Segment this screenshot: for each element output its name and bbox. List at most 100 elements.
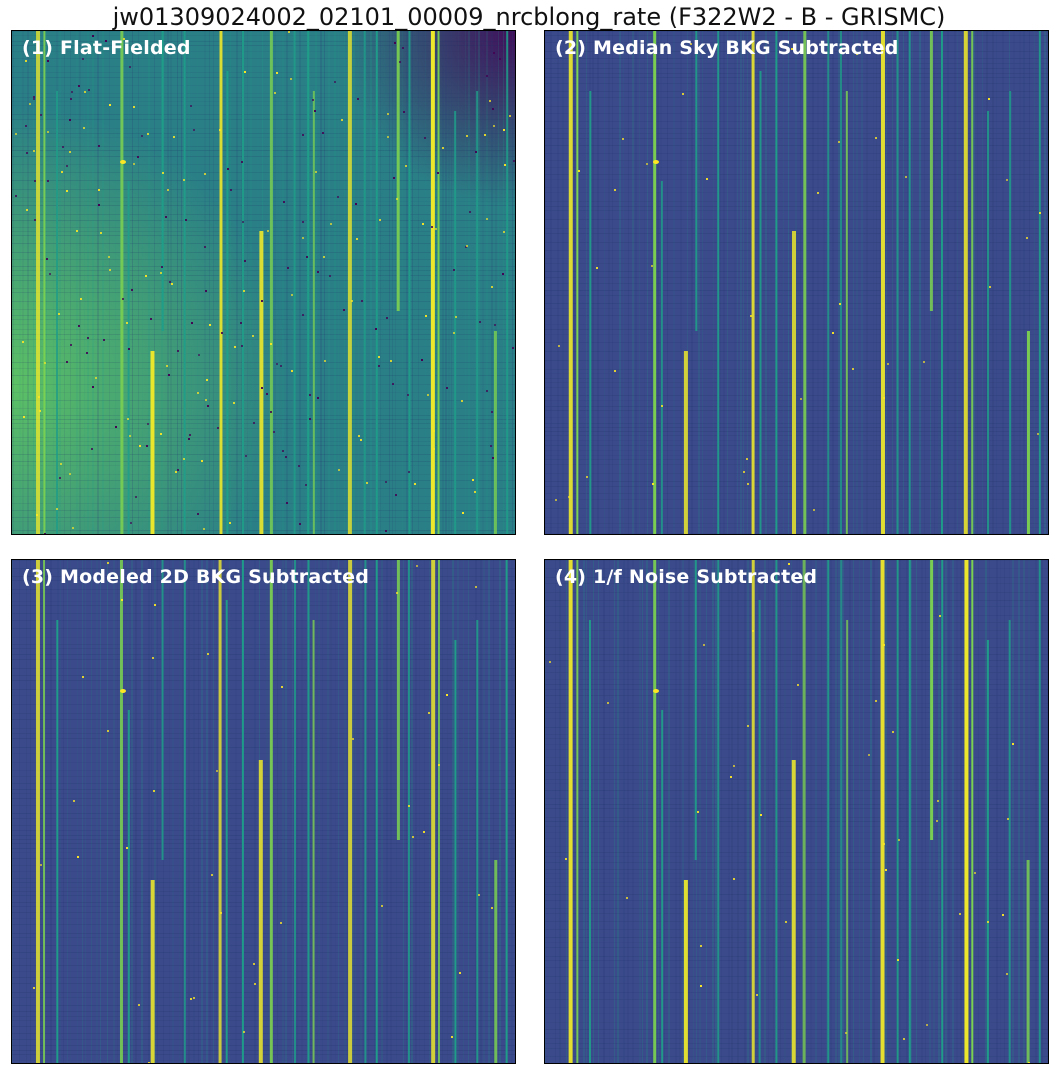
column-texture xyxy=(451,31,452,534)
dead-pixel xyxy=(322,132,324,134)
column-texture xyxy=(235,560,237,1063)
column-texture xyxy=(499,560,501,1063)
dead-pixel xyxy=(115,426,117,428)
column-texture xyxy=(482,31,484,534)
hot-pixel xyxy=(845,1032,847,1034)
column-texture xyxy=(647,31,648,534)
row-banding xyxy=(545,382,1048,383)
column-texture xyxy=(318,560,320,1063)
column-texture xyxy=(924,31,925,534)
dead-pixel xyxy=(191,322,193,324)
dead-pixel xyxy=(70,344,72,346)
row-banding xyxy=(545,360,1048,361)
dead-pixel xyxy=(299,523,301,525)
dead-pixel xyxy=(34,219,36,221)
column-texture xyxy=(612,31,613,534)
row-banding xyxy=(545,992,1048,993)
row-banding xyxy=(545,417,1048,418)
dead-pixel xyxy=(205,290,207,292)
spectral-streak xyxy=(269,31,273,534)
column-texture xyxy=(22,31,24,534)
dead-pixel xyxy=(502,273,504,275)
bright-source xyxy=(120,689,126,693)
column-texture xyxy=(1012,560,1014,1063)
hot-pixel xyxy=(422,223,424,225)
spectral-streak xyxy=(241,31,244,534)
column-texture xyxy=(921,560,923,1063)
column-texture xyxy=(929,560,931,1063)
column-texture xyxy=(59,31,61,534)
row-banding xyxy=(12,521,515,522)
hot-pixel xyxy=(412,836,414,838)
column-texture xyxy=(810,560,812,1063)
column-texture xyxy=(285,560,287,1063)
row-banding xyxy=(12,93,515,94)
column-texture xyxy=(430,31,431,534)
hot-pixel xyxy=(358,435,360,437)
column-texture xyxy=(437,31,438,534)
column-texture xyxy=(457,560,459,1063)
row-banding xyxy=(12,825,515,826)
column-texture xyxy=(491,31,493,534)
detector-image xyxy=(545,560,1048,1063)
column-texture xyxy=(26,560,27,1063)
spectral-streak xyxy=(695,31,698,331)
bright-source xyxy=(653,689,659,693)
dead-pixel xyxy=(104,534,106,535)
hot-pixel xyxy=(489,100,491,102)
row-banding xyxy=(545,219,1048,220)
row-banding xyxy=(12,259,515,260)
column-texture xyxy=(764,560,766,1063)
column-texture xyxy=(853,31,854,534)
hot-pixel xyxy=(108,256,110,258)
spectral-streak xyxy=(987,111,990,534)
hot-pixel xyxy=(607,702,609,704)
column-texture xyxy=(693,560,694,1063)
row-banding xyxy=(12,480,515,481)
hot-pixel xyxy=(123,38,125,40)
dead-pixel xyxy=(392,383,394,385)
dead-pixel xyxy=(375,328,377,330)
spectral-streak xyxy=(845,91,848,534)
spectral-streak xyxy=(408,31,411,534)
row-banding xyxy=(545,410,1048,411)
column-texture xyxy=(64,31,65,534)
hot-pixel xyxy=(690,43,692,45)
row-banding xyxy=(12,983,515,984)
column-texture xyxy=(796,560,798,1063)
column-texture xyxy=(545,560,546,1063)
row-banding xyxy=(545,459,1048,460)
column-texture xyxy=(241,31,242,534)
dead-pixel xyxy=(103,339,105,341)
row-banding xyxy=(545,894,1048,895)
dead-pixel xyxy=(386,317,388,319)
row-banding xyxy=(12,105,515,106)
figure-title: jw01309024002_02101_00009_nrcblong_rate … xyxy=(112,3,946,31)
hot-pixel xyxy=(171,283,173,285)
spectral-streak xyxy=(908,31,911,534)
row-banding xyxy=(12,172,515,173)
row-banding xyxy=(12,680,515,681)
spectral-streak xyxy=(119,560,123,1063)
row-banding xyxy=(545,295,1048,296)
column-texture xyxy=(222,31,223,534)
column-texture xyxy=(586,31,587,534)
row-banding xyxy=(545,707,1048,708)
column-texture xyxy=(791,560,792,1063)
row-banding xyxy=(12,164,515,165)
spectral-streak xyxy=(150,880,155,1063)
dead-pixel xyxy=(46,258,48,260)
spectral-streak xyxy=(717,31,720,534)
column-texture xyxy=(396,560,397,1063)
row-banding xyxy=(545,455,1048,456)
column-texture xyxy=(688,560,690,1063)
dead-pixel xyxy=(512,347,514,349)
hot-pixel xyxy=(1037,433,1039,435)
hot-pixel xyxy=(868,754,870,756)
spectral-streak xyxy=(219,31,223,534)
column-texture xyxy=(12,31,14,534)
row-banding xyxy=(12,58,515,59)
column-texture xyxy=(635,31,637,534)
row-banding xyxy=(545,757,1048,758)
column-texture xyxy=(985,560,987,1063)
